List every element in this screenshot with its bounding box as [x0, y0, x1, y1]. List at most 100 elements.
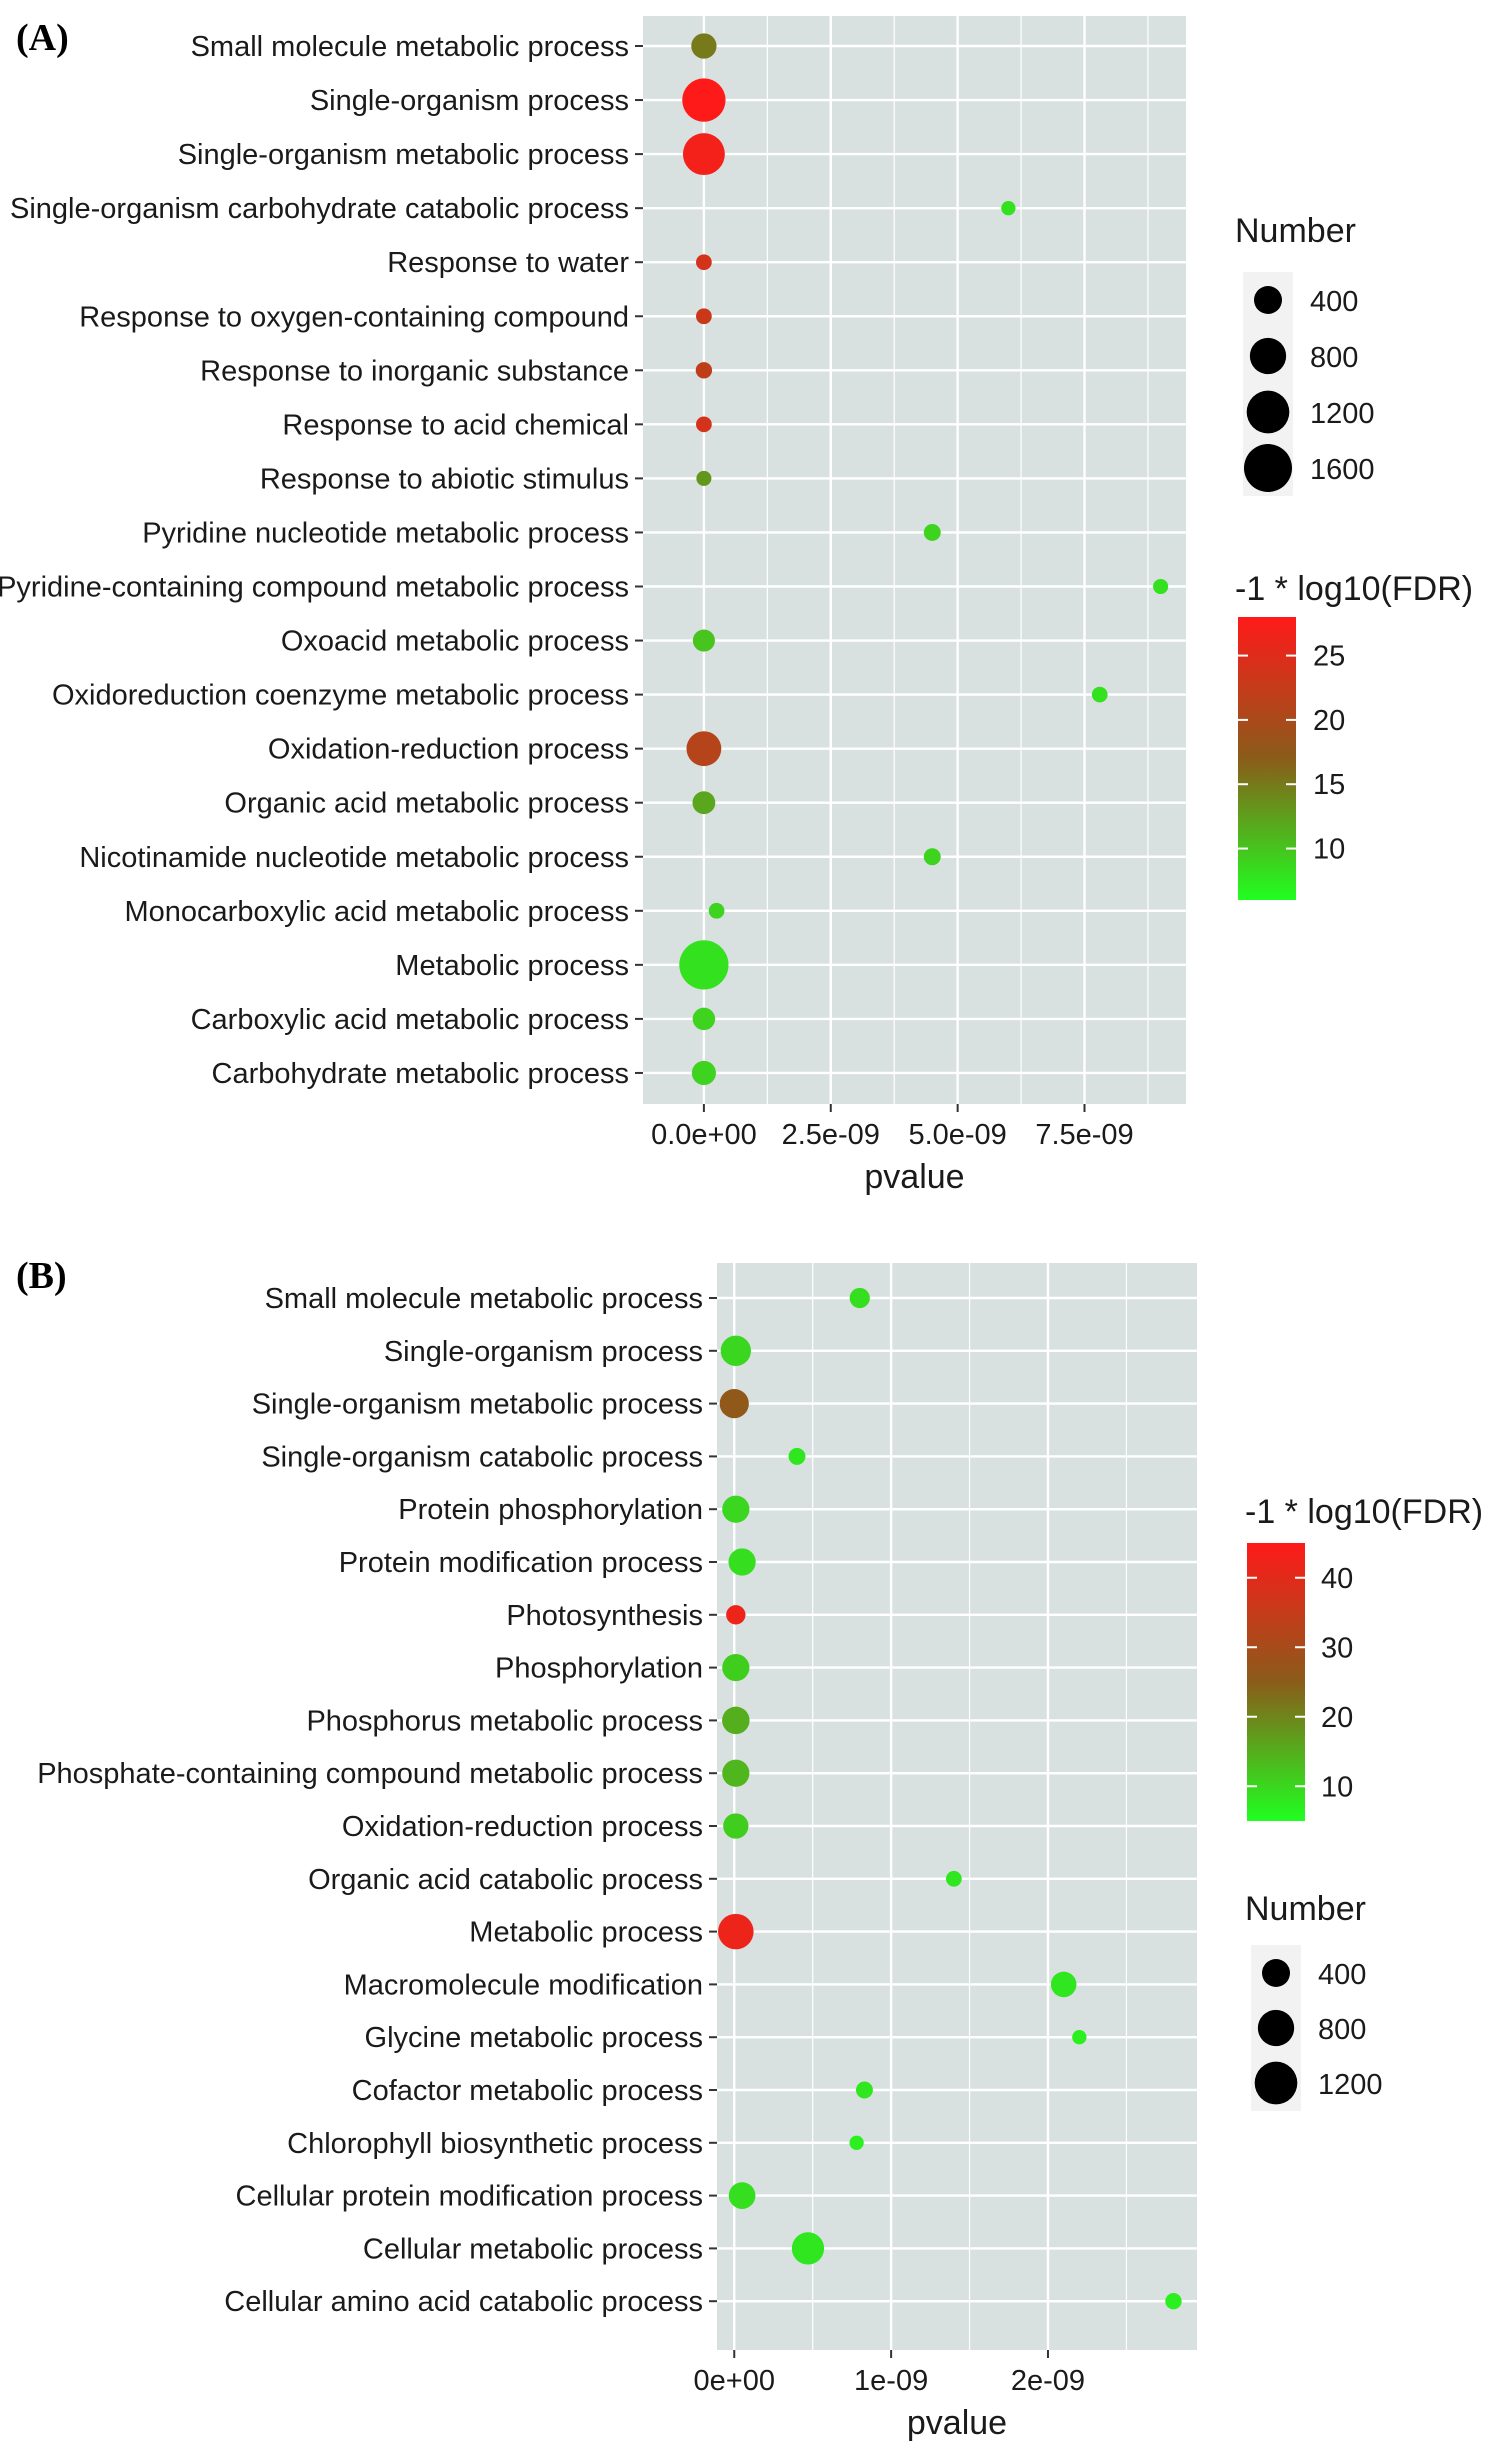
data-point: [708, 902, 725, 919]
category-label: Chlorophyll biosynthetic process: [287, 2128, 703, 2160]
category-label: Response to acid chemical: [282, 409, 629, 441]
size-legend-label: 800: [1318, 2014, 1366, 2046]
color-legend-title: -1 * log10(FDR): [1245, 1493, 1483, 1531]
data-point: [720, 1335, 752, 1366]
color-legend-bar: [1247, 1543, 1305, 1821]
size-legend-key: [1257, 2009, 1295, 2047]
data-point: [718, 1913, 754, 1950]
data-point: [1050, 1971, 1077, 1998]
size-legend-label: 800: [1310, 342, 1358, 374]
data-point: [722, 1706, 750, 1735]
category-label: Response to inorganic substance: [200, 355, 629, 387]
size-legend-title: Number: [1235, 212, 1356, 250]
data-point: [691, 33, 717, 59]
category-label: Response to water: [387, 247, 629, 279]
category-label: Metabolic process: [395, 950, 629, 982]
category-label: Single-organism catabolic process: [261, 1441, 703, 1473]
x-tick-label: 7.5e-09: [1035, 1119, 1133, 1151]
category-label: Single-organism process: [310, 85, 629, 117]
color-legend-label: 25: [1313, 641, 1345, 673]
data-point: [945, 1870, 962, 1887]
size-legend-key: [1254, 2061, 1298, 2105]
x-tick-label: 2e-09: [1011, 2365, 1085, 2397]
category-label: Single-organism metabolic process: [178, 139, 629, 171]
data-point: [728, 2182, 756, 2209]
data-point: [692, 791, 716, 815]
category-label: Small molecule metabolic process: [191, 31, 629, 63]
data-point: [686, 731, 722, 767]
category-label: Cellular amino acid catabolic process: [224, 2286, 703, 2318]
color-legend-label: 10: [1321, 1771, 1353, 1803]
data-point: [791, 2232, 825, 2265]
category-label: Response to abiotic stimulus: [260, 463, 629, 495]
category-label: Oxidation-reduction process: [268, 734, 629, 766]
category-label: Carbohydrate metabolic process: [212, 1058, 629, 1090]
color-legend-label: 30: [1321, 1632, 1353, 1664]
data-point: [723, 1813, 749, 1839]
data-point: [696, 470, 712, 486]
size-legend-label: 1200: [1318, 2069, 1383, 2101]
data-point: [788, 1447, 806, 1465]
data-point: [695, 362, 713, 379]
panel-a: (A) Small molecule metabolic process Singl…: [0, 16, 1473, 1196]
category-label: Carboxylic acid metabolic process: [191, 1004, 629, 1036]
data-point: [726, 1605, 746, 1625]
size-legend-key: [1254, 286, 1282, 314]
category-label: Cellular metabolic process: [363, 2233, 703, 2265]
data-point: [1072, 2030, 1087, 2045]
data-point: [722, 1653, 750, 1682]
data-point: [855, 2081, 873, 2099]
data-point: [1001, 200, 1016, 216]
data-point: [682, 133, 725, 176]
size-legend-label: 1600: [1310, 454, 1375, 486]
color-legend-label: 40: [1321, 1563, 1353, 1595]
color-legend-label: 15: [1313, 769, 1345, 801]
category-label: Oxidation-reduction process: [342, 1811, 703, 1843]
size-legend-key: [1262, 1959, 1290, 1987]
category-label: Single-organism metabolic process: [252, 1389, 703, 1421]
size-legend-key: [1249, 337, 1287, 375]
panel-letter: (B): [16, 1255, 67, 1297]
category-label: Protein modification process: [339, 1547, 703, 1579]
category-label: Organic acid catabolic process: [308, 1864, 703, 1896]
data-point: [719, 1388, 749, 1419]
data-point: [728, 1548, 756, 1576]
data-point: [1165, 2293, 1182, 2310]
category-label: Metabolic process: [469, 1917, 703, 1949]
color-legend-label: 20: [1313, 705, 1345, 737]
plot-background: [643, 16, 1186, 1104]
panel-letter: (A): [16, 17, 69, 59]
data-point: [682, 78, 726, 122]
color-legend-title: -1 * log10(FDR): [1235, 570, 1473, 608]
category-label: Response to oxygen-containing compound: [79, 301, 629, 333]
category-label: Cellular protein modification process: [236, 2181, 703, 2213]
category-label: Oxoacid metabolic process: [281, 626, 629, 658]
x-tick-label: 0e+00: [694, 2365, 775, 2397]
category-label: Oxidoreduction coenzyme metabolic proces…: [52, 680, 629, 712]
category-label: Pyridine nucleotide metabolic process: [142, 517, 629, 549]
color-legend-label: 20: [1321, 1702, 1353, 1734]
size-legend-label: 1200: [1310, 398, 1375, 430]
data-point: [1153, 578, 1169, 595]
category-label: Single-organism carbohydrate catabolic p…: [10, 193, 629, 225]
size-legend-label: 400: [1310, 286, 1358, 318]
color-legend-bar: [1238, 617, 1296, 900]
color-legend-label: 10: [1313, 834, 1345, 866]
category-label: Macromolecule modification: [344, 1969, 703, 2001]
category-label: Protein phosphorylation: [398, 1494, 703, 1526]
category-label: Organic acid metabolic process: [224, 788, 629, 820]
category-label: Pyridine-containing compound metabolic p…: [0, 572, 629, 604]
data-point: [849, 2135, 864, 2150]
size-legend-key: [1246, 390, 1290, 434]
category-label: Photosynthesis: [506, 1600, 703, 1632]
size-legend-title: Number: [1245, 1890, 1366, 1928]
category-label: Monocarboxylic acid metabolic process: [125, 896, 630, 928]
category-label: Phosphorus metabolic process: [306, 1705, 703, 1737]
data-point: [849, 1287, 870, 1309]
data-point: [691, 1060, 716, 1086]
data-point: [696, 416, 712, 433]
data-point: [923, 848, 941, 866]
category-label: Phosphorylation: [495, 1653, 703, 1685]
x-tick-label: 2.5e-09: [782, 1119, 880, 1151]
